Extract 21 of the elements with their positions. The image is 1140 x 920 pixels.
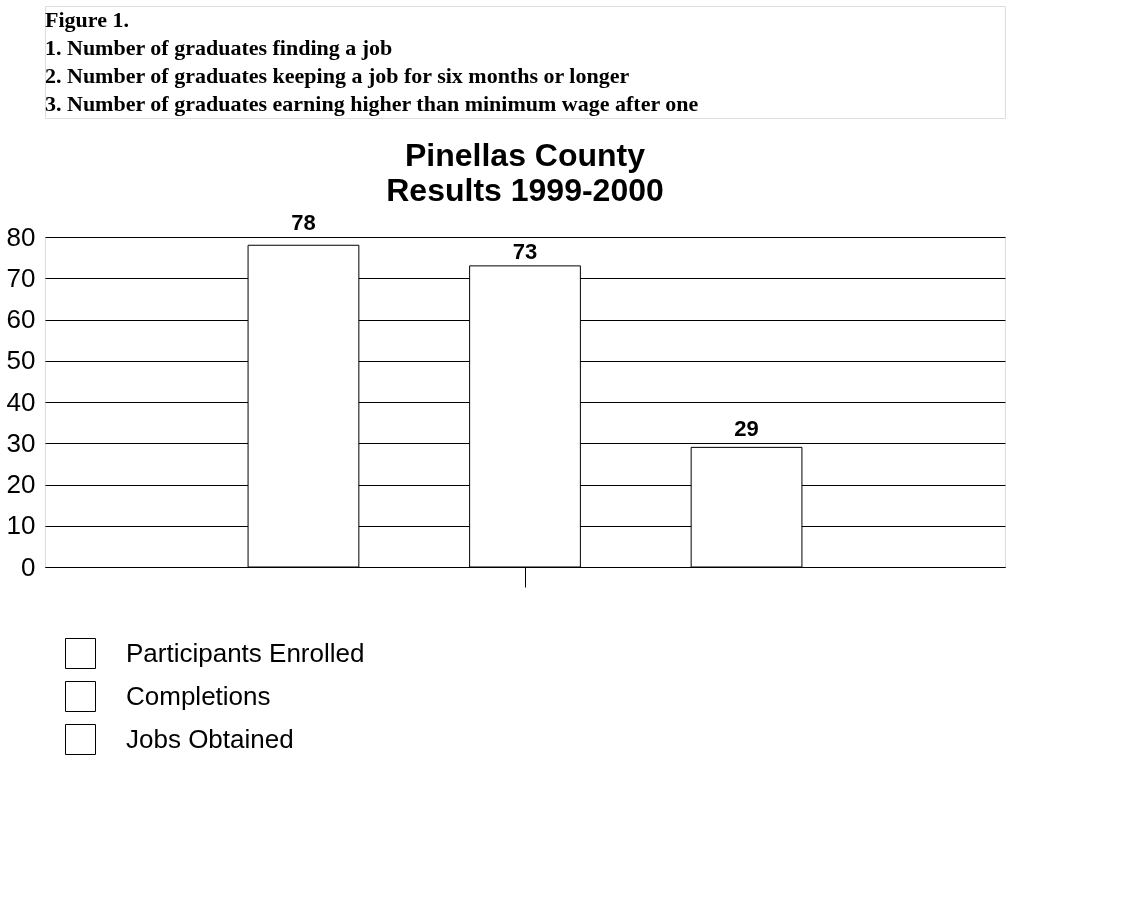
- legend-label: Participants Enrolled: [126, 637, 365, 668]
- text: 3. Number of graduates earning higher than minimum wage after one: [45, 91, 699, 116]
- text: 2. Number of graduates keeping a job for six months or longer: [45, 63, 630, 88]
- y-tick-label: 20: [6, 469, 36, 499]
- chart-title: Pinellas County: [404, 137, 646, 173]
- y-tick-label: 80: [6, 221, 36, 252]
- data-label: 73: [512, 238, 538, 264]
- data-label: 29: [734, 416, 759, 442]
- y-tick-label: 70: [6, 262, 36, 293]
- text: 1. Number of graduates finding a job: [45, 35, 393, 60]
- y-tick-label: 40: [6, 386, 36, 417]
- chart-subtitle: Results 1999-2000: [386, 172, 664, 208]
- y-tick-label: 60: [6, 304, 36, 334]
- y-tick-label: 10: [6, 510, 36, 541]
- y-tick-label: 30: [6, 427, 36, 458]
- legend-label: Jobs Obtained: [126, 723, 294, 754]
- legend-label: Completions: [126, 680, 271, 711]
- y-tick-label: 50: [6, 345, 36, 376]
- y-tick-label: 0: [21, 551, 36, 582]
- data-label: 78: [291, 210, 316, 235]
- caption: Figure 1.: [45, 7, 129, 32]
